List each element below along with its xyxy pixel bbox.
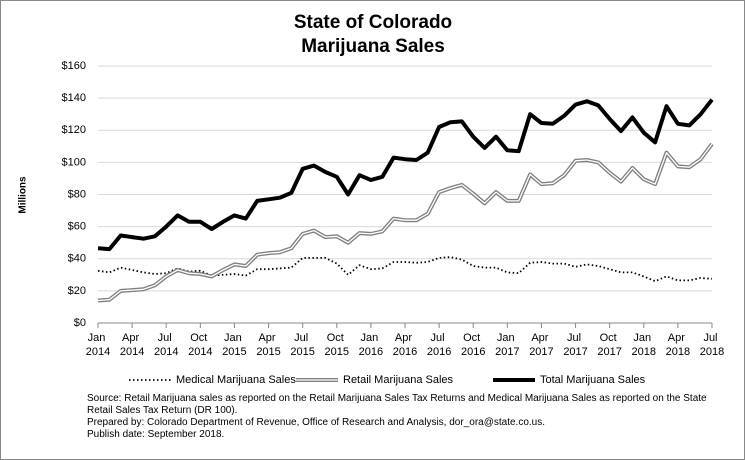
x-tick-label: Jan 2015	[222, 332, 246, 358]
y-tick-label: $100	[62, 156, 86, 168]
series-line-inner	[97, 143, 713, 302]
chart-title: State of Colorado	[294, 12, 452, 33]
note: Source: Retail Marijuana sales as report…	[87, 393, 707, 416]
y-tick-label: $80	[68, 188, 86, 200]
x-tick-label: Apr 2014	[120, 332, 144, 358]
y-tick-label: $20	[68, 285, 86, 297]
legend-label: Medical Marijuana Sales	[176, 374, 296, 386]
y-tick-label: $120	[62, 124, 86, 136]
y-tick-label: $40	[68, 253, 86, 265]
series-line	[97, 256, 713, 283]
y-tick-label: $140	[62, 92, 86, 104]
x-tick-label: Apr 2017	[529, 332, 553, 358]
y-tick-label: $0	[74, 317, 86, 329]
x-tick-label: Jan 2014	[86, 332, 110, 358]
x-tick-label: Jan 2017	[495, 332, 519, 358]
x-tick-label: Jul 2017	[563, 332, 587, 358]
x-tick-label: Oct 2015	[325, 332, 349, 358]
x-tick-label: Jul 2014	[154, 332, 178, 358]
x-tick-label: Jul 2015	[290, 332, 314, 358]
legend-label: Retail Marijuana Sales	[343, 374, 454, 386]
x-tick-label: Jul 2016	[427, 332, 451, 358]
x-tick-label: Jul 2018	[700, 332, 724, 358]
x-tick-label: Oct 2016	[461, 332, 485, 358]
x-tick-label: Jan 2018	[632, 332, 656, 358]
x-tick-label: Apr 2016	[393, 332, 417, 358]
chart-title: Marijuana Sales	[301, 36, 445, 57]
x-tick-label: Apr 2015	[256, 332, 280, 358]
y-tick-label: $160	[62, 60, 86, 72]
note: Publish date: September 2018.	[87, 429, 225, 440]
y-tick-label: $60	[68, 221, 86, 233]
x-tick-label: Oct 2017	[597, 332, 621, 358]
series-line	[97, 98, 714, 252]
legend-label: Total Marijuana Sales	[540, 374, 646, 386]
y-axis-title: Millions	[18, 176, 29, 214]
x-tick-label: Jan 2016	[359, 332, 383, 358]
x-tick-label: Apr 2018	[666, 332, 690, 358]
note: Prepared by: Colorado Department of Reve…	[87, 417, 545, 428]
notes: Source: Retail Marijuana sales as report…	[87, 393, 727, 441]
x-tick-label: Oct 2014	[188, 332, 212, 358]
